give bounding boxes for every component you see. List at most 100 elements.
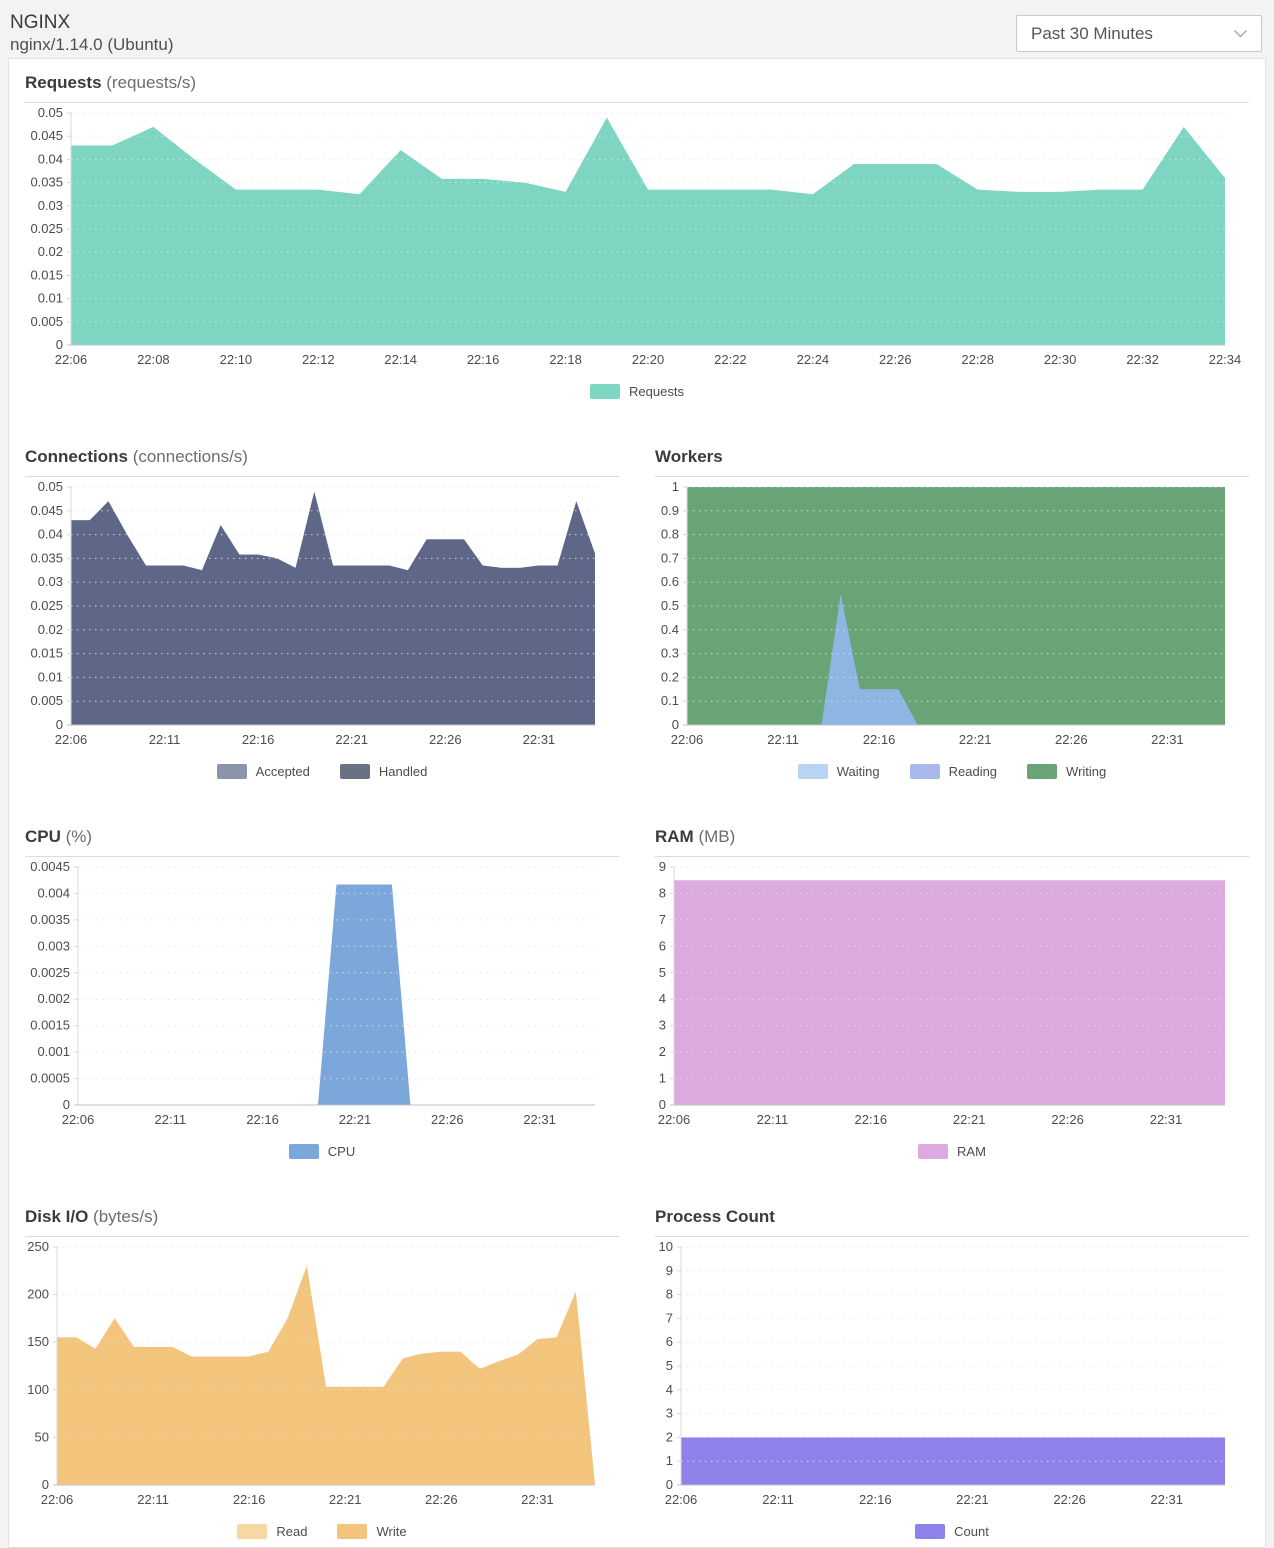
svg-text:0.005: 0.005 (30, 314, 63, 329)
legend-item: Handled (339, 763, 428, 779)
svg-text:22:21: 22:21 (335, 732, 368, 747)
svg-text:22:31: 22:31 (521, 1492, 554, 1507)
page-subtitle: nginx/1.14.0 (Ubuntu) (10, 35, 174, 54)
cpu-plot: 0 0.0005 0.001 0.0015 0.002 0.0025 0.003 0.0035… (25, 859, 619, 1131)
svg-text:22:21: 22:21 (956, 1492, 989, 1507)
chart-title: Requests (25, 73, 102, 92)
svg-text:22:26: 22:26 (879, 352, 912, 367)
svg-text:22:21: 22:21 (953, 1112, 986, 1127)
svg-text:22:31: 22:31 (1150, 1492, 1183, 1507)
legend-swatch (237, 1523, 268, 1539)
workers-legend: Waiting Reading Writing (655, 763, 1249, 779)
legend-label: Waiting (836, 763, 880, 779)
svg-text:0.9: 0.9 (661, 503, 679, 518)
legend-swatch (797, 763, 828, 779)
svg-text:0.045: 0.045 (30, 503, 63, 518)
svg-text:0.04: 0.04 (38, 151, 63, 166)
legend-swatch (918, 1143, 949, 1159)
svg-text:0.003: 0.003 (37, 938, 70, 953)
charts-row-2: CPU (%) 0 0.0005 0.001 0.0015 0.002 0.0025 0.0… (25, 823, 1249, 1159)
svg-text:50: 50 (35, 1429, 49, 1444)
svg-text:22:26: 22:26 (1055, 732, 1088, 747)
svg-text:22:10: 22:10 (220, 352, 253, 367)
svg-text:0.1: 0.1 (661, 693, 679, 708)
svg-text:0: 0 (56, 337, 63, 352)
svg-text:0.01: 0.01 (38, 669, 63, 684)
legend-label: Accepted (255, 763, 310, 779)
svg-text:0.001: 0.001 (37, 1044, 70, 1059)
legend-item: Count (915, 1523, 989, 1539)
svg-text:22:11: 22:11 (762, 1492, 794, 1507)
requests-chart-section: Requests (requests/s) 0 0.005 0.01 0.015 0.0… (25, 69, 1249, 399)
svg-text:1: 1 (666, 1453, 673, 1468)
svg-text:0.045: 0.045 (30, 128, 63, 143)
disk-io-legend: Read Write (25, 1523, 619, 1539)
svg-text:100: 100 (27, 1382, 49, 1397)
svg-text:22:06: 22:06 (671, 732, 704, 747)
legend-label: Handled (378, 763, 428, 779)
svg-text:8: 8 (659, 885, 666, 900)
charts-row-1: Connections (connections/s) 0 0.005 0.01 0.… (25, 443, 1249, 779)
svg-text:7: 7 (666, 1310, 673, 1325)
svg-text:6: 6 (666, 1334, 673, 1349)
legend-item: Writing (1027, 763, 1106, 779)
svg-text:22:24: 22:24 (797, 352, 830, 367)
charts-row-3: Disk I/O (bytes/s) 0 50 100 150 200 250 22:06 2… (25, 1203, 1249, 1539)
svg-text:0.4: 0.4 (661, 622, 679, 637)
chart-unit: (connections/s) (132, 447, 248, 466)
process-count-legend: Count (655, 1523, 1249, 1539)
chart-unit: (%) (65, 827, 93, 846)
requests-legend: Requests (25, 383, 1249, 399)
svg-text:8: 8 (666, 1287, 673, 1302)
svg-text:22:26: 22:26 (431, 1112, 464, 1127)
svg-text:2: 2 (659, 1044, 666, 1059)
legend-swatch (288, 1143, 319, 1159)
dashboard-panel: Requests (requests/s) 0 0.005 0.01 0.015 0.0… (8, 58, 1266, 1548)
svg-text:0.0005: 0.0005 (30, 1071, 70, 1086)
page-title: NGINX (10, 12, 71, 33)
svg-text:150: 150 (27, 1334, 49, 1349)
svg-text:0: 0 (672, 717, 679, 732)
svg-text:5: 5 (659, 965, 666, 980)
svg-text:0.015: 0.015 (30, 267, 63, 282)
legend-label: RAM (957, 1143, 986, 1159)
ram-legend: RAM (655, 1143, 1249, 1159)
svg-text:5: 5 (666, 1358, 673, 1373)
svg-text:22:16: 22:16 (855, 1112, 888, 1127)
svg-text:22:21: 22:21 (339, 1112, 372, 1127)
svg-text:1: 1 (672, 479, 679, 494)
svg-text:3: 3 (659, 1018, 666, 1033)
svg-text:22:06: 22:06 (665, 1492, 698, 1507)
svg-text:22:12: 22:12 (302, 352, 335, 367)
svg-text:0.0035: 0.0035 (30, 912, 70, 927)
chart-title: RAM (655, 827, 694, 846)
time-range-select[interactable]: Past 30 Minutes (1016, 15, 1262, 52)
workers-plot: 0 0.1 0.2 0.3 0.4 0.5 0.6 0.7 0.8 0.9 1 22:06 22:11 2… (655, 479, 1249, 751)
svg-text:22:08: 22:08 (137, 352, 170, 367)
svg-text:4: 4 (666, 1382, 673, 1397)
disk-io-plot: 0 50 100 150 200 250 22:06 22:11 22:16 22:21 22:26… (25, 1239, 619, 1511)
legend-swatch (1027, 763, 1058, 779)
svg-text:0.6: 0.6 (661, 574, 679, 589)
legend-item: RAM (918, 1143, 986, 1159)
chart-unit: (MB) (698, 827, 736, 846)
svg-text:3: 3 (666, 1406, 673, 1421)
workers-chart-section: Workers 0 0.1 0.2 0.3 0.4 0.5 0.6 0.7 0.8 0.9 1 22:… (655, 443, 1249, 779)
legend-swatch (590, 383, 621, 399)
chart-title: Disk I/O (25, 1207, 89, 1226)
svg-text:9: 9 (659, 859, 666, 874)
chart-unit: (bytes/s) (93, 1207, 159, 1226)
svg-text:250: 250 (27, 1239, 49, 1254)
svg-text:22:16: 22:16 (467, 352, 500, 367)
svg-text:0.05: 0.05 (38, 479, 63, 494)
legend-label: Read (276, 1523, 308, 1539)
svg-text:22:11: 22:11 (149, 732, 181, 747)
svg-text:22:11: 22:11 (757, 1112, 789, 1127)
chart-title: Connections (25, 447, 128, 466)
svg-text:22:26: 22:26 (429, 732, 462, 747)
svg-text:0.005: 0.005 (30, 693, 63, 708)
svg-text:22:16: 22:16 (863, 732, 896, 747)
legend-swatch (339, 763, 370, 779)
svg-text:0.015: 0.015 (30, 646, 63, 661)
legend-swatch (216, 763, 247, 779)
